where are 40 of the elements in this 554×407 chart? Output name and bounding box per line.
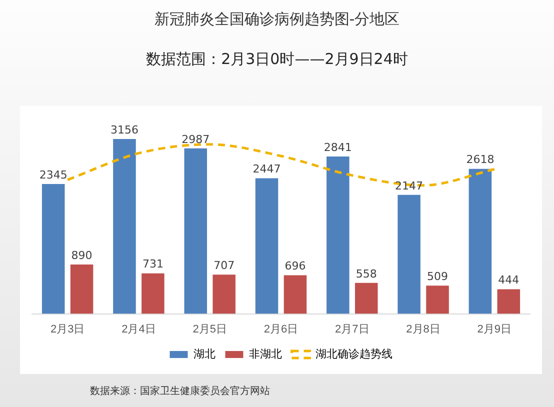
data-label: 2345 — [39, 168, 68, 182]
data-label: 444 — [498, 274, 520, 287]
data-label: 2841 — [324, 140, 352, 154]
data-label: 2447 — [252, 162, 281, 176]
chart-subtitle: 数据范围：2月3日0时——2月9日24时 — [145, 50, 409, 69]
bar — [212, 274, 236, 314]
data-label: 3156 — [110, 123, 138, 136]
bar — [70, 264, 94, 314]
x-tick-label: 2月7日 — [335, 323, 370, 336]
bar — [468, 168, 492, 314]
x-tick-label: 2月4日 — [122, 323, 156, 336]
legend-label: 湖北 — [193, 348, 216, 361]
x-tick-label: 2月3日 — [50, 323, 85, 336]
x-tick-label: 2月9日 — [477, 323, 512, 336]
bar — [142, 273, 164, 314]
data-label: 558 — [356, 267, 377, 280]
legend-label: 非湖北 — [248, 348, 282, 361]
x-tick-label: 2月8日 — [406, 323, 440, 336]
bar — [42, 184, 65, 314]
x-tick-label: 2月6日 — [264, 323, 298, 336]
bar — [284, 275, 307, 314]
bar — [426, 286, 449, 314]
data-label: 2987 — [182, 132, 210, 146]
bar — [497, 289, 520, 314]
data-label: 696 — [284, 260, 306, 273]
bar — [255, 178, 278, 314]
source-note: 数据来源：国家卫生健康委员会官方网站 — [90, 384, 270, 398]
x-tick-label: 2月5日 — [192, 323, 227, 336]
data-label: 890 — [71, 248, 92, 262]
bar — [326, 156, 350, 314]
bar — [354, 282, 378, 314]
bar — [398, 194, 420, 314]
chart-title: 新冠肺炎全国确诊病例趋势图-分地区 — [153, 10, 401, 29]
data-label: 731 — [142, 258, 164, 271]
bar — [113, 139, 136, 314]
bar — [184, 148, 208, 314]
data-label: 2618 — [466, 153, 494, 166]
data-label: 509 — [427, 270, 448, 283]
legend-label: 湖北确诊趋势线 — [315, 348, 392, 361]
data-label: 707 — [214, 259, 235, 272]
